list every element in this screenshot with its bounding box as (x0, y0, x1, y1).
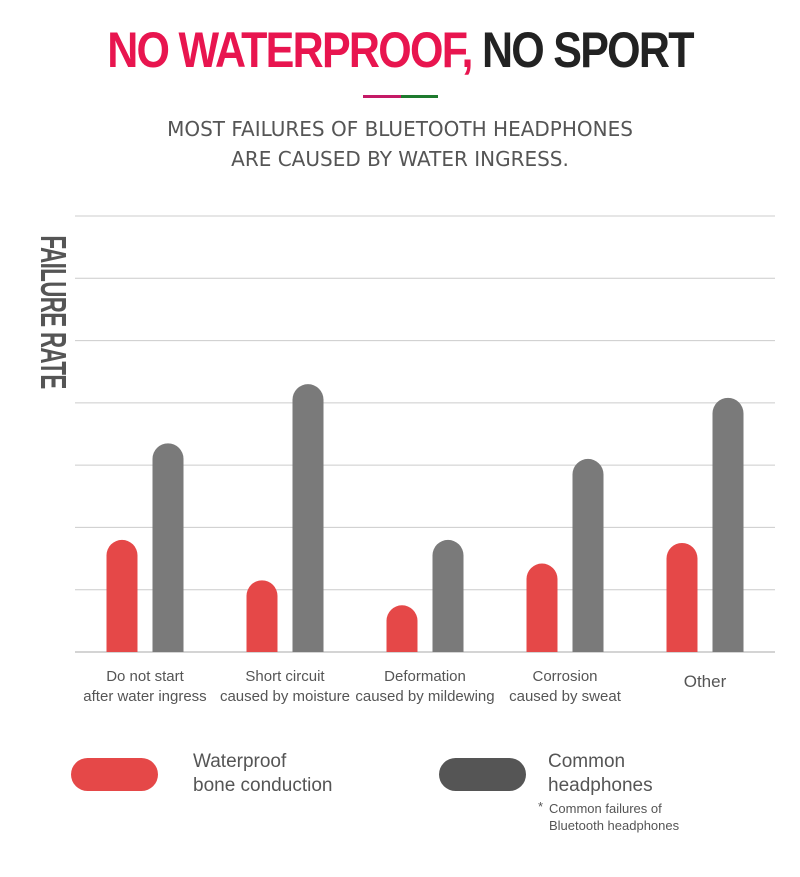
bar-common (712, 397, 744, 652)
legend-label-waterproof: Waterproof bone conduction (193, 750, 332, 798)
x-tick-label-line: Short circuit (245, 668, 325, 685)
x-tick-label-line: Deformation (384, 668, 466, 685)
legend-waterproof-line-1: Waterproof (193, 751, 287, 772)
footnote-line-2: Bluetooth headphones (549, 818, 680, 833)
bar-common (432, 539, 464, 652)
subtitle: MOST FAILURES OF BLUETOOTH HEADPHONES AR… (0, 114, 800, 174)
subtitle-line-2: ARE CAUSED BY WATER INGRESS. (231, 147, 569, 171)
x-tick-label: Short circuit caused by moisture (220, 668, 350, 705)
divider-right-segment (400, 95, 438, 98)
headline-part2: NO SPORT (481, 22, 695, 78)
footnote-star: * (538, 799, 544, 814)
legend-swatch-common (439, 758, 526, 791)
x-tick-label: Do not start after water ingress (83, 668, 206, 705)
divider-left-segment (363, 95, 401, 98)
bar-waterproof (526, 563, 558, 652)
bar-waterproof (386, 605, 418, 652)
x-tick-label: Corrosion caused by sweat (509, 668, 622, 705)
bar-common (292, 384, 324, 652)
x-tick-label-line: caused by sweat (509, 688, 622, 705)
x-tick-label-line: after water ingress (83, 688, 206, 705)
subtitle-line-1: MOST FAILURES OF BLUETOOTH HEADPHONES (167, 117, 633, 141)
headline-part1: NO WATERPROOF, (107, 22, 473, 78)
legend-waterproof-line-2: bone conduction (193, 775, 333, 796)
footnote-line-1: Common failures of (549, 801, 662, 816)
legend-swatch-waterproof (71, 758, 158, 791)
bar-waterproof (666, 543, 698, 652)
legend-common-line-1: Common (548, 751, 626, 772)
x-tick-label: Other (684, 672, 727, 691)
legend-common-line-2: headphones (548, 775, 653, 796)
bar-common (572, 458, 604, 652)
bar-waterproof (106, 539, 138, 652)
footnote: * Common failures of Bluetooth headphone… (538, 799, 680, 834)
headline: NO WATERPROOF, NO SPORT (56, 22, 744, 78)
x-tick-label-line: caused by mildewing (355, 688, 494, 705)
x-tick-label-line: caused by moisture (220, 688, 350, 705)
bar-waterproof (246, 580, 278, 652)
bar-common (152, 443, 184, 652)
x-tick-label-line: Other (684, 672, 727, 691)
title-divider (363, 95, 438, 98)
x-tick-label-line: Do not start (106, 668, 184, 685)
x-tick-label: Deformation caused by mildewing (355, 668, 494, 705)
legend-label-common: Common headphones (548, 750, 653, 798)
x-tick-label-line: Corrosion (532, 668, 597, 685)
